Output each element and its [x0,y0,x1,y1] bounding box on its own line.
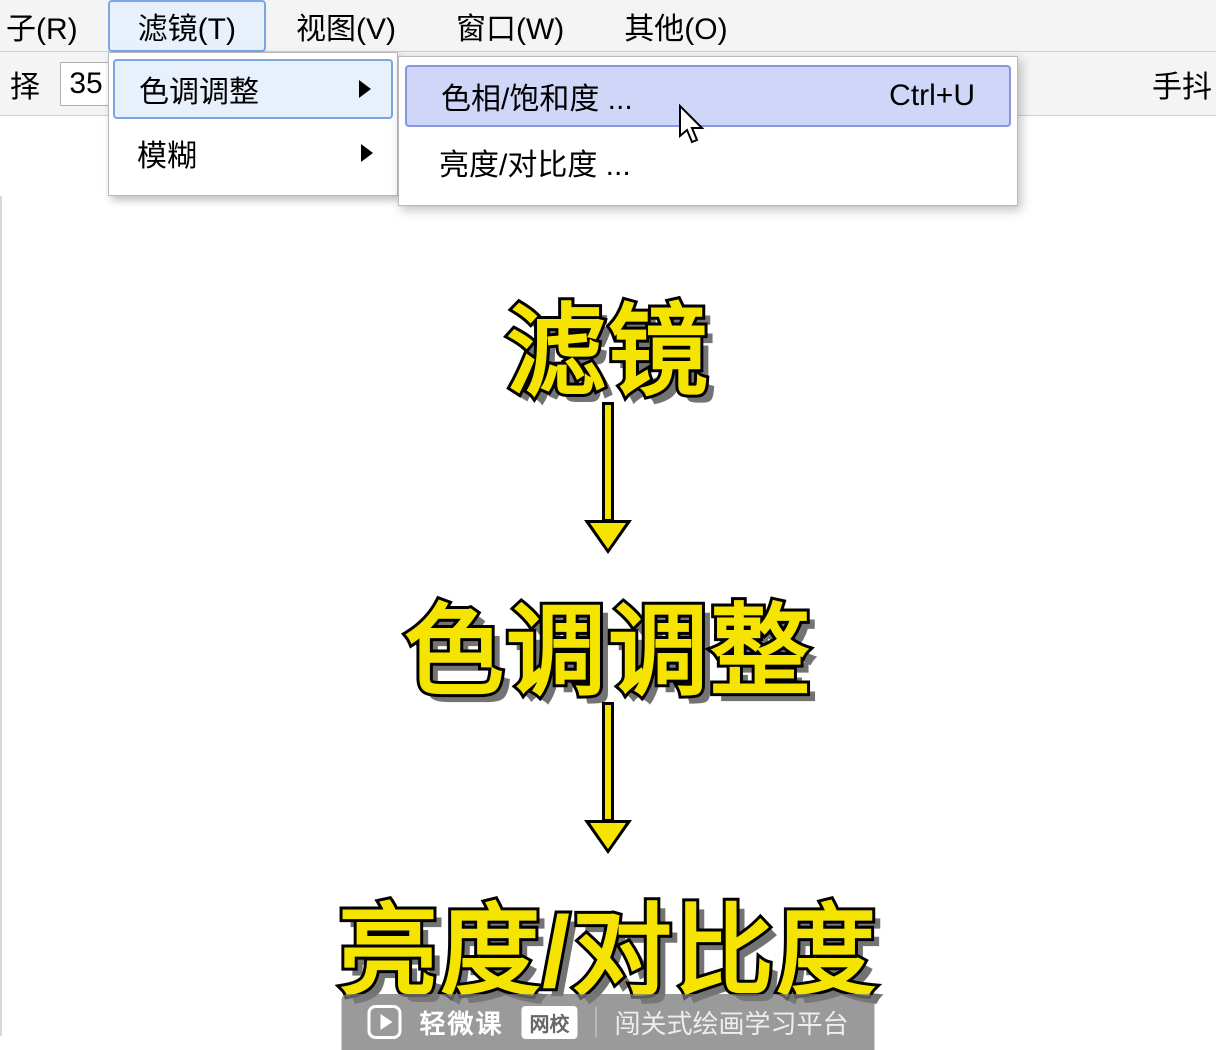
toolbar-right-label: 手抖 [1152,62,1216,106]
submenu-item-brightness-contrast[interactable]: 亮度/对比度 ... [399,129,1017,195]
toolbar-left-label: 择 [0,62,40,106]
menu-bar: 子(R) 滤镜(T) 视图(V) 窗口(W) 其他(O) [0,0,1216,52]
dropdown-item-label: 模糊 [137,131,197,175]
submenu-arrow-icon [361,144,373,162]
color-adjust-submenu: 色相/饱和度 ... Ctrl+U 亮度/对比度 ... [398,56,1018,206]
toolbar-number-input[interactable]: 35 [60,62,112,106]
brand-slogan: 闯关式绘画学习平台 [615,1004,849,1041]
brand-logo-icon [367,1005,401,1039]
menu-item-other[interactable]: 其他(O) [594,0,757,52]
dropdown-item-color-adjust[interactable]: 色调调整 [113,59,393,119]
submenu-item-label: 亮度/对比度 ... [439,140,631,184]
menu-item-r[interactable]: 子(R) [0,0,108,52]
submenu-item-hue-saturation[interactable]: 色相/饱和度 ... Ctrl+U [405,65,1011,127]
footer-divider [596,1007,597,1037]
submenu-item-shortcut: Ctrl+U [889,79,975,113]
brand-badge: 网校 [522,1006,578,1039]
dropdown-item-label: 色调调整 [139,67,259,111]
brand-name: 轻微课 [419,1004,503,1041]
menu-item-filter[interactable]: 滤镜(T) [108,0,266,52]
submenu-item-label: 色相/饱和度 ... [441,74,633,118]
annotation-step-1: 滤镜 [506,270,710,415]
footer-watermark: 轻微课 网校 闯关式绘画学习平台 [341,994,874,1050]
submenu-arrow-icon [359,80,371,98]
filter-dropdown: 色调调整 模糊 [108,52,398,196]
canvas-left-border [0,196,2,1036]
menu-item-view[interactable]: 视图(V) [266,0,426,52]
dropdown-item-blur[interactable]: 模糊 [109,121,397,185]
menu-item-window[interactable]: 窗口(W) [426,0,594,52]
annotation-step-2: 色调调整 [404,570,812,715]
annotation-arrow-1 [584,402,632,554]
annotation-arrow-2 [584,702,632,854]
